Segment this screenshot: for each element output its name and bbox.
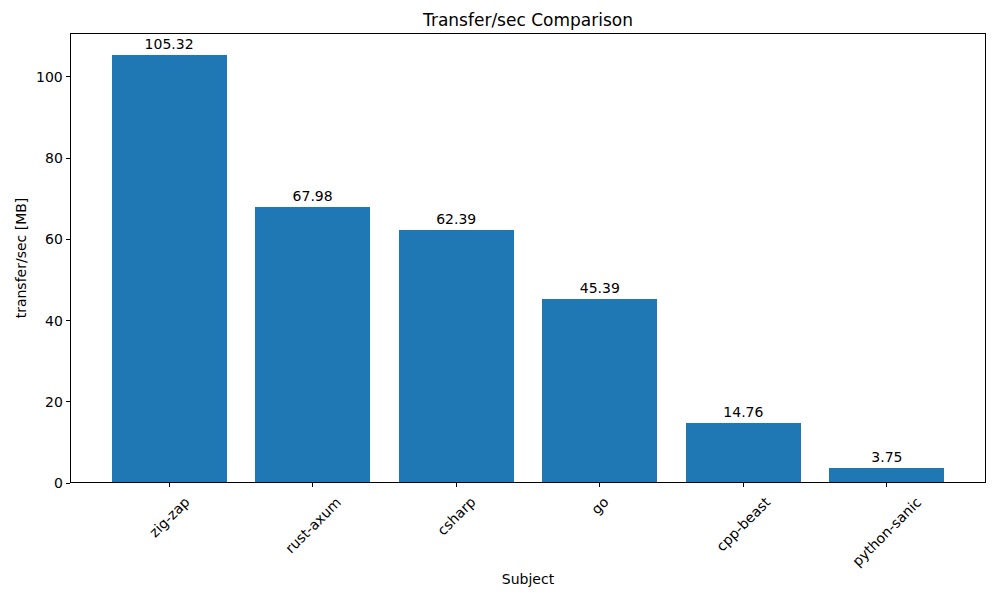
bar-value-label: 45.39 bbox=[580, 280, 620, 296]
bar-csharp bbox=[399, 230, 514, 483]
x-tick-mark bbox=[743, 483, 744, 487]
x-tick-mark bbox=[599, 483, 600, 487]
y-tick-mark bbox=[66, 483, 70, 484]
y-tick-label: 20 bbox=[45, 394, 63, 410]
bar-value-label: 14.76 bbox=[723, 404, 763, 420]
y-tick-label: 60 bbox=[45, 231, 63, 247]
y-tick-mark bbox=[66, 239, 70, 240]
bar-zig-zap bbox=[112, 55, 227, 483]
bar-go bbox=[542, 299, 657, 483]
bar-value-label: 67.98 bbox=[293, 188, 333, 204]
x-tick-label-go: go bbox=[588, 494, 612, 518]
y-tick-label: 40 bbox=[45, 313, 63, 329]
y-tick-label: 0 bbox=[54, 475, 63, 491]
y-tick-mark bbox=[66, 158, 70, 159]
y-tick-label: 100 bbox=[36, 69, 63, 85]
x-tick-mark bbox=[456, 483, 457, 487]
y-tick-mark bbox=[66, 76, 70, 77]
bar-python-sanic bbox=[829, 468, 944, 483]
x-tick-mark bbox=[886, 483, 887, 487]
x-tick-label-zig-zap: zig-zap bbox=[146, 494, 193, 541]
x-tick-label-cpp-beast: cpp-beast bbox=[713, 494, 773, 554]
bar-chart-figure: Transfer/sec Comparison transfer/sec [MB… bbox=[0, 0, 1000, 600]
x-tick-label-rust-axum: rust-axum bbox=[282, 494, 344, 556]
x-tick-mark bbox=[169, 483, 170, 487]
bar-value-label: 62.39 bbox=[436, 211, 476, 227]
x-tick-label-csharp: csharp bbox=[434, 494, 479, 539]
x-tick-mark bbox=[312, 483, 313, 487]
bar-value-label: 3.75 bbox=[871, 449, 902, 465]
bar-cpp-beast bbox=[686, 423, 801, 483]
y-tick-label: 80 bbox=[45, 150, 63, 166]
y-tick-mark bbox=[66, 401, 70, 402]
x-tick-label-python-sanic: python-sanic bbox=[849, 494, 924, 569]
plot-items: 0 20 40 60 80 100 105.32 zig-zap 67.98 rust-axum 6… bbox=[0, 0, 1000, 600]
bar-rust-axum bbox=[255, 207, 370, 483]
bar-value-label: 105.32 bbox=[145, 36, 194, 52]
y-tick-mark bbox=[66, 320, 70, 321]
